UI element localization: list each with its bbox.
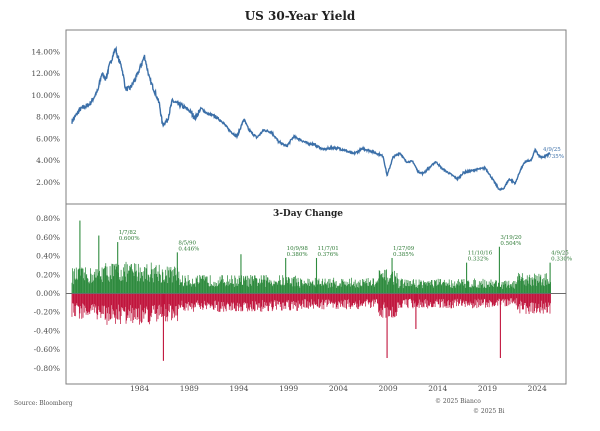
yield-y-tick: 12.00% <box>31 69 60 78</box>
x-axis-tick: 1989 <box>180 384 199 393</box>
change-chart-title: 3-Day Change <box>273 209 343 219</box>
yield-y-axis: 2.00% 4.00% 6.00% 8.00% 10.00% 12.00% 14.00% <box>31 47 60 187</box>
x-axis-tick: 1994 <box>229 384 248 393</box>
change-annotation-date: 1/7/82 <box>119 230 137 236</box>
x-axis-tick: 2019 <box>478 384 497 393</box>
yield-last-value-label: 4.735% <box>543 154 564 160</box>
change-annotation-value: 0.380% <box>287 252 308 258</box>
yield-chart-title: US 30-Year Yield <box>245 9 356 23</box>
change-annotation-date: 8/5/90 <box>178 240 196 246</box>
change-annotation-date: 10/9/98 <box>287 246 309 252</box>
change-annotation-value: 0.376% <box>317 252 338 258</box>
yield-y-tick: 4.00% <box>36 156 60 165</box>
watermark-label: © 2025 Bi <box>473 408 504 415</box>
change-annotation-value: 0.332% <box>468 257 489 263</box>
change-annotation-date: 3/19/20 <box>500 235 522 241</box>
source-label: Source: Bloomberg <box>14 400 73 407</box>
change-y-tick: -0.20% <box>34 308 60 317</box>
yield-series-line <box>71 45 551 192</box>
change-annotation-value: 0.504% <box>500 241 521 247</box>
change-y-tick: 0.40% <box>36 252 60 261</box>
x-axis-tick: 2004 <box>329 384 348 393</box>
change-y-tick: 0.60% <box>36 233 60 242</box>
change-annotation-date: 1/27/09 <box>393 246 415 252</box>
change-annotation-value: 0.446% <box>178 246 199 252</box>
x-axis-tick: 2024 <box>528 384 547 393</box>
change-annotations: 1/7/820.600% 8/5/900.446% 10/9/980.380% 11/… <box>119 230 572 263</box>
yield-y-tick: 14.00% <box>31 47 60 56</box>
yield-y-tick: 8.00% <box>36 113 60 122</box>
x-axis-tick: 1984 <box>130 384 149 393</box>
yield-y-tick: 10.00% <box>31 91 60 100</box>
change-y-tick: -0.60% <box>34 345 60 354</box>
x-axis-tick: 2009 <box>379 384 398 393</box>
change-y-tick: -0.80% <box>34 364 60 373</box>
change-bars <box>71 220 551 361</box>
change-annotation-value: 0.385% <box>393 252 414 258</box>
x-axis: 1984 1989 1994 1999 2004 2009 2014 2019 2024 <box>130 384 547 393</box>
change-annotation-value: 0.330% <box>551 257 572 263</box>
yield-last-date-label: 4/9/25 <box>543 147 561 153</box>
change-y-tick: 0.00% <box>36 289 60 298</box>
change-annotation-date: 4/9/25 <box>551 251 569 257</box>
change-y-tick: -0.40% <box>34 326 60 335</box>
change-y-tick: 0.20% <box>36 270 60 279</box>
x-axis-tick: 2014 <box>428 384 447 393</box>
yield-y-tick: 2.00% <box>36 178 60 187</box>
x-axis-tick: 1999 <box>279 384 298 393</box>
change-y-axis: 0.80% 0.60% 0.40% 0.20% 0.00% -0.20% -0.40% -0.… <box>34 214 60 373</box>
change-annotation-date: 11/7/01 <box>317 246 338 252</box>
change-annotation-value: 0.600% <box>119 236 140 242</box>
copyright-label: © 2025 Bianco <box>435 398 481 405</box>
change-y-tick: 0.80% <box>36 214 60 223</box>
yield-y-tick: 6.00% <box>36 134 60 143</box>
change-annotation-date: 11/10/16 <box>468 251 493 257</box>
